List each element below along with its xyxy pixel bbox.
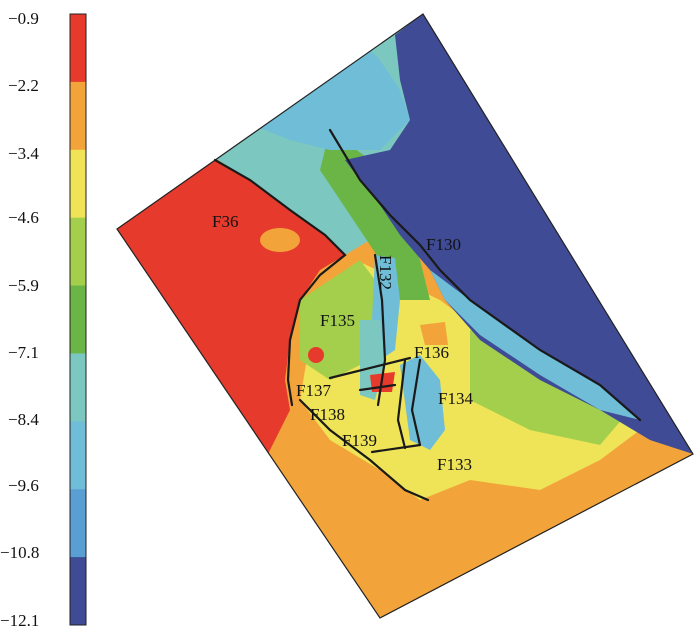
fault-label-f133: F133 <box>437 455 472 474</box>
color-scale-legend <box>69 13 87 626</box>
tick-label: −3.4 <box>8 144 39 163</box>
fault-f132-trace <box>373 253 387 407</box>
tick-label: −4.6 <box>8 208 39 227</box>
tick-label: −2.2 <box>8 76 39 95</box>
fault-labels: F36 F130 F132 F135 F136 F137 F134 F138 F… <box>212 212 473 474</box>
fault-southern-trace <box>298 398 430 502</box>
fault-label-f130: F130 <box>426 235 461 254</box>
tick-label: −0.9 <box>8 9 39 28</box>
study-area-boundary <box>116 13 694 619</box>
zone-lightblue <box>240 40 410 150</box>
fault-f139-trace <box>370 443 422 454</box>
zone-lightblue <box>400 355 445 450</box>
zone-orange <box>260 228 300 252</box>
tick-label: −5.9 <box>8 276 39 295</box>
fault-lines <box>213 128 642 502</box>
fault-label-f138: F138 <box>310 405 345 424</box>
fault-f133-trace <box>404 459 433 476</box>
tick-label: −12.1 <box>0 611 39 630</box>
fault-label-f135: F135 <box>320 311 355 330</box>
zone-green <box>320 130 430 300</box>
color-band <box>70 489 86 558</box>
fault-f138-trace <box>358 383 397 392</box>
zone-orange <box>420 322 448 345</box>
color-band <box>70 353 86 422</box>
color-scale-tick-labels: −0.9 −2.2 −3.4 −4.6 −5.9 −7.1 −8.4 −9.6 … <box>0 9 39 630</box>
zone-navy <box>345 14 693 454</box>
fault-label-f136: F136 <box>414 343 449 362</box>
fault-label-f132: F132 <box>376 255 395 290</box>
fault-f36-trace <box>213 158 347 407</box>
color-band <box>70 14 86 83</box>
fault-f134-trace <box>396 358 407 450</box>
color-bar-frame <box>69 13 87 626</box>
tick-label: −8.4 <box>8 410 39 429</box>
color-band <box>70 149 86 219</box>
color-band <box>70 217 86 287</box>
zone-lightblue <box>430 270 640 420</box>
tick-label: −7.1 <box>8 343 39 362</box>
fault-f134-trace <box>410 358 422 447</box>
map-area <box>117 14 693 618</box>
color-band <box>70 421 86 490</box>
color-band <box>70 81 86 151</box>
fault-label-f139: F139 <box>342 431 377 450</box>
tick-label: −10.8 <box>0 543 39 562</box>
fault-f130-trace <box>328 128 642 422</box>
tick-label: −9.6 <box>8 476 39 495</box>
fault-f136-trace <box>328 356 412 380</box>
color-band <box>70 285 86 354</box>
fault-label-f134: F134 <box>438 389 473 408</box>
fault-label-f137: F137 <box>296 381 331 400</box>
well-marker <box>308 347 324 363</box>
fault-label-f36: F36 <box>212 212 238 231</box>
color-band <box>70 557 86 626</box>
